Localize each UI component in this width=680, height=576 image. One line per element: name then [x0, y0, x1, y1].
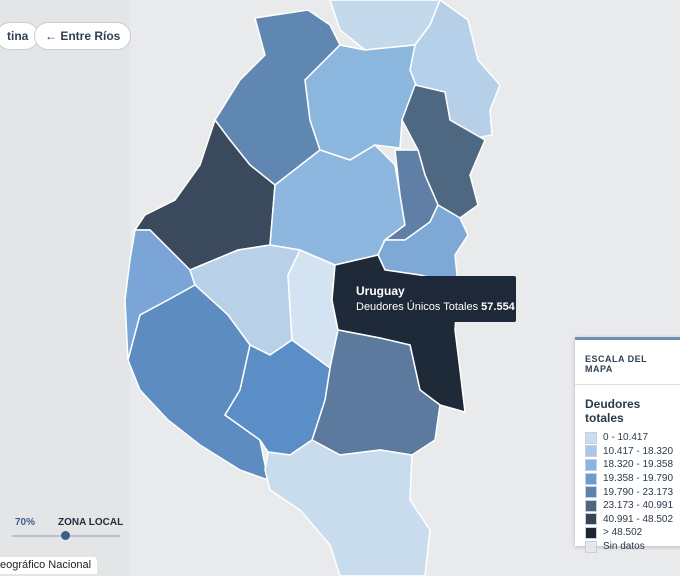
legend-swatch — [585, 431, 597, 444]
legend-item: > 48.502 — [585, 526, 680, 540]
legend-item: 19.358 - 19.790 — [585, 472, 680, 486]
legend-item: 40.991 - 48.502 — [585, 513, 680, 527]
legend-item: Sin datos — [585, 540, 680, 554]
legend-label: 23.173 - 40.991 — [603, 500, 674, 512]
legend-items: 0 - 10.417 10.417 - 18.320 18.320 - 19.358… — [575, 431, 680, 553]
legend-label: Sin datos — [603, 541, 645, 553]
legend-label: 0 - 10.417 — [603, 432, 649, 444]
legend-item: 0 - 10.417 — [585, 431, 680, 445]
tooltip-title: Uruguay — [356, 284, 405, 298]
slider-label: ZONA LOCAL — [58, 517, 124, 528]
legend-label: 19.790 - 23.173 — [603, 486, 674, 498]
slider-value: 70% — [15, 517, 36, 528]
legend-swatch — [585, 472, 597, 485]
legend-label: > 48.502 — [603, 527, 643, 539]
legend-swatch — [585, 486, 597, 499]
legend: ESCALA DEL MAPA Deudores totales 0 - 10.… — [575, 337, 680, 553]
legend-swatch — [585, 540, 597, 553]
legend-label: 40.991 - 48.502 — [603, 513, 674, 525]
legend-item: 19.790 - 23.173 — [585, 485, 680, 499]
legend-item: 10.417 - 18.320 — [585, 445, 680, 459]
attribution: eográfico Nacional — [0, 557, 98, 574]
legend-label: 19.358 - 19.790 — [603, 473, 674, 485]
legend-title: Deudores totales — [585, 397, 641, 425]
department[interactable] — [264, 439, 431, 576]
legend-heading: ESCALA DEL MAPA — [575, 340, 680, 385]
department[interactable] — [401, 84, 486, 219]
legend-label: 10.417 - 18.320 — [603, 445, 674, 457]
legend-label: 18.320 - 19.358 — [603, 459, 674, 471]
tooltip-value: 57.554 — [481, 301, 515, 313]
slider-thumb[interactable] — [61, 531, 70, 540]
legend-item: 23.173 - 40.991 — [585, 499, 680, 513]
breadcrumb[interactable]: ← Entre Ríos — [34, 22, 132, 50]
legend-swatch — [585, 445, 597, 458]
tooltip-row: Deudores Únicos Totales 57.554 — [356, 301, 515, 313]
legend-swatch — [585, 458, 597, 471]
legend-item: 18.320 - 19.358 — [585, 458, 680, 472]
slider[interactable]: 70% ZONA LOCAL — [0, 512, 125, 546]
legend-swatch — [585, 526, 597, 539]
tooltip-label: Deudores Únicos Totales — [356, 301, 479, 313]
tooltip: Uruguay Deudores Únicos Totales 57.554 — [348, 276, 516, 322]
terrain — [0, 0, 130, 576]
legend-swatch — [585, 499, 597, 512]
department[interactable] — [304, 44, 421, 161]
legend-swatch — [585, 513, 597, 526]
